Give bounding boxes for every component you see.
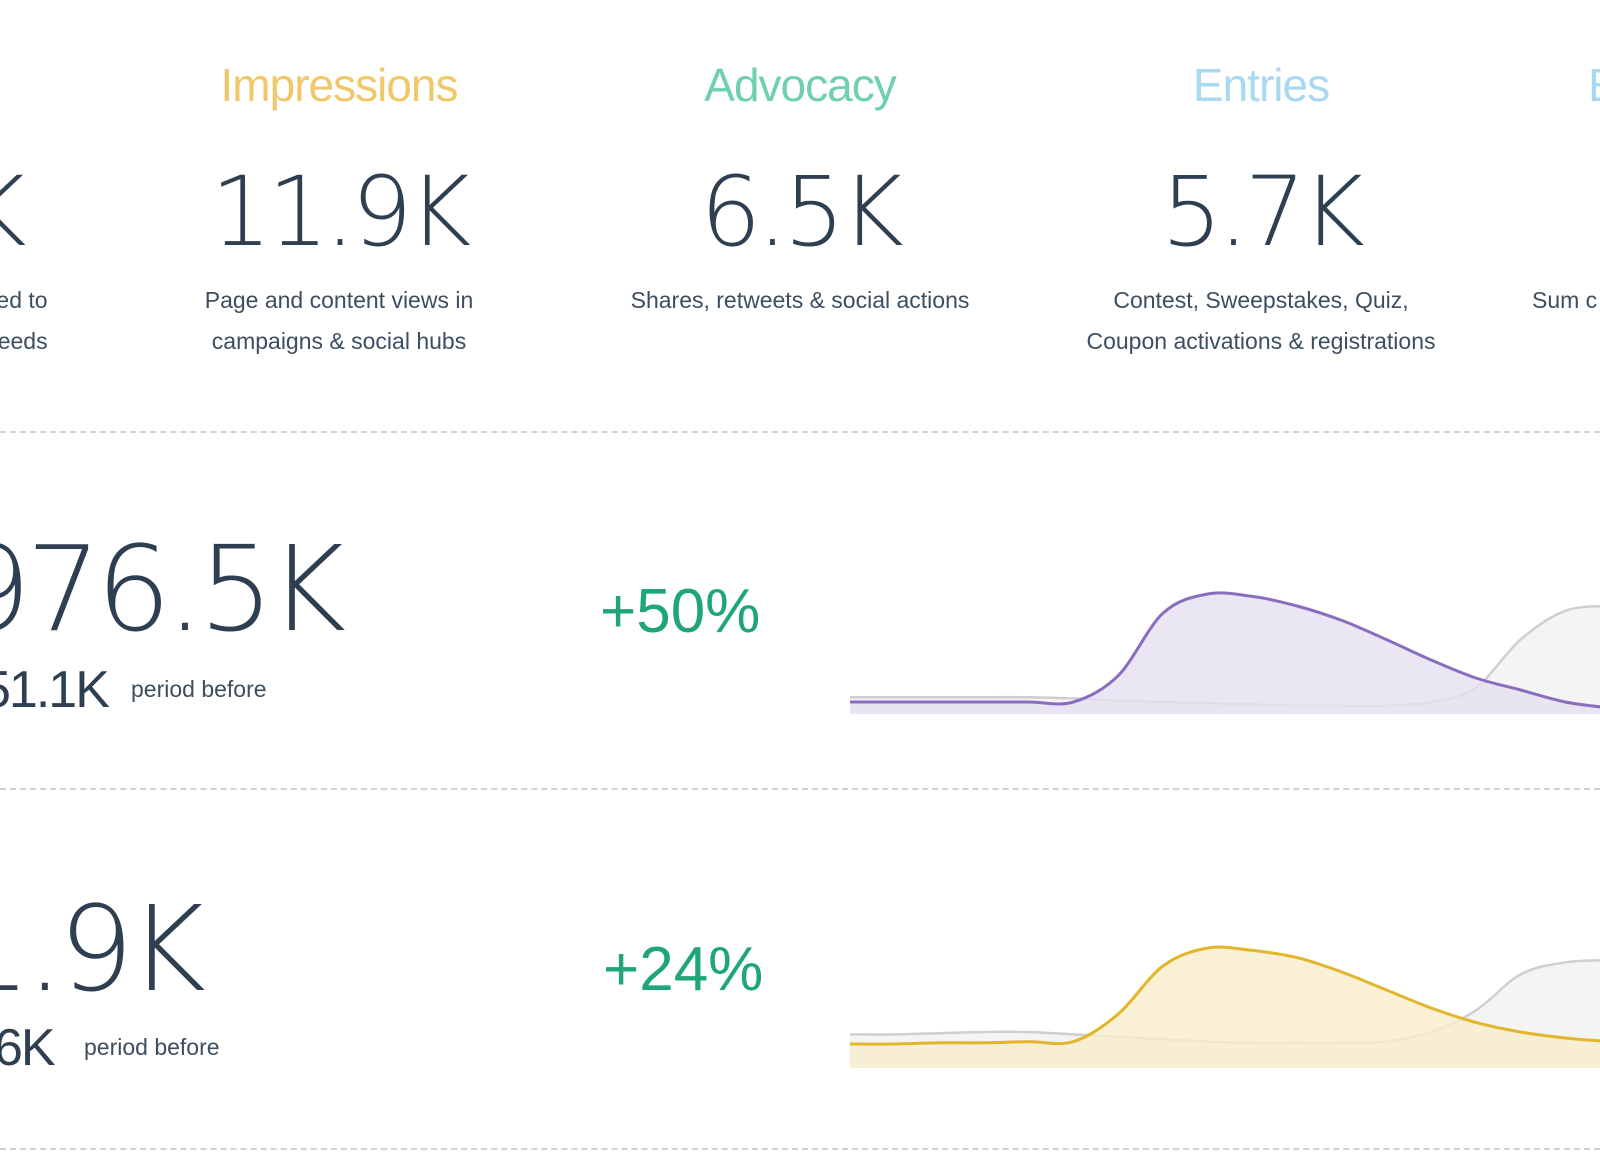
metric-description-partial: Sum c [1532, 280, 1597, 321]
metric-description-line: campaigns & social hubs [211, 328, 467, 354]
metric-title-impressions: Impressions [220, 59, 459, 111]
metric-description-line: eeds [0, 328, 48, 354]
metric-value-impressions: 11.9K [210, 156, 472, 268]
metric-description-line: Sum c [1532, 287, 1598, 313]
row-sparkline-chart [850, 591, 1600, 714]
metric-description-line: Contest, Sweepstakes, Quiz, [1113, 287, 1409, 313]
metric-description-line: Page and content views in [204, 287, 474, 313]
metric-description-entries: Contest, Sweepstakes, Quiz, Coupon activ… [1086, 280, 1435, 362]
row-previous-label: period before [84, 1034, 220, 1060]
row-current-value: 976.5K [0, 520, 346, 658]
metric-description-impressions: Page and content views in campaigns & so… [205, 280, 474, 362]
section-divider [0, 431, 1600, 433]
row-sparkline-chart [849, 945, 1600, 1068]
metric-value: K [0, 156, 26, 268]
metric-description-advocacy: Shares, retweets & social actions [631, 280, 970, 321]
metric-value-advocacy: 6.5K [700, 156, 904, 268]
metric-title-entries: Entries [1192, 59, 1330, 111]
row-previous-value: 51.1K [0, 661, 110, 719]
section-divider [0, 788, 1600, 790]
metric-title-advocacy: Advocacy [704, 59, 896, 111]
row-previous-value: 6K [0, 1019, 56, 1077]
section-divider [0, 1148, 1600, 1150]
row-change-percent: +24% [603, 935, 764, 1004]
row-change-percent: +50% [600, 577, 761, 646]
sparkline-line-current [850, 591, 1600, 709]
metric-description: ed to eeds [0, 280, 48, 362]
row-previous-label: period before [131, 676, 267, 702]
sparkline-line-current [849, 945, 1600, 1046]
metric-title-partial: E [1588, 58, 1600, 112]
metric-description-line: ed to [0, 287, 48, 313]
sparkline-area-current [850, 592, 1600, 714]
metric-description-line: Shares, retweets & social actions [630, 287, 970, 313]
metric-description-line: Coupon activations & registrations [1086, 328, 1436, 354]
metric-value-entries: 5.7K [1161, 156, 1365, 268]
sparkline-area-current [850, 947, 1600, 1068]
row-current-value: 1.9K [0, 880, 206, 1018]
